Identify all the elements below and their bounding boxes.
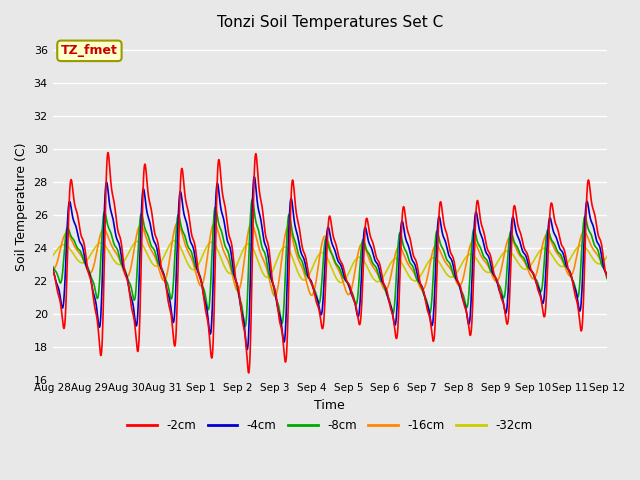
X-axis label: Time: Time (314, 399, 345, 412)
Y-axis label: Soil Temperature (C): Soil Temperature (C) (15, 143, 28, 271)
Text: TZ_fmet: TZ_fmet (61, 44, 118, 57)
Title: Tonzi Soil Temperatures Set C: Tonzi Soil Temperatures Set C (217, 15, 443, 30)
Legend: -2cm, -4cm, -8cm, -16cm, -32cm: -2cm, -4cm, -8cm, -16cm, -32cm (122, 414, 538, 437)
